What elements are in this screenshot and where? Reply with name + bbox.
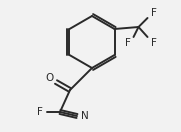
Text: F: F	[125, 38, 131, 48]
Text: O: O	[46, 73, 54, 83]
Text: N: N	[81, 111, 89, 121]
Text: F: F	[151, 38, 156, 48]
Text: F: F	[151, 8, 156, 18]
Text: F: F	[37, 107, 43, 117]
